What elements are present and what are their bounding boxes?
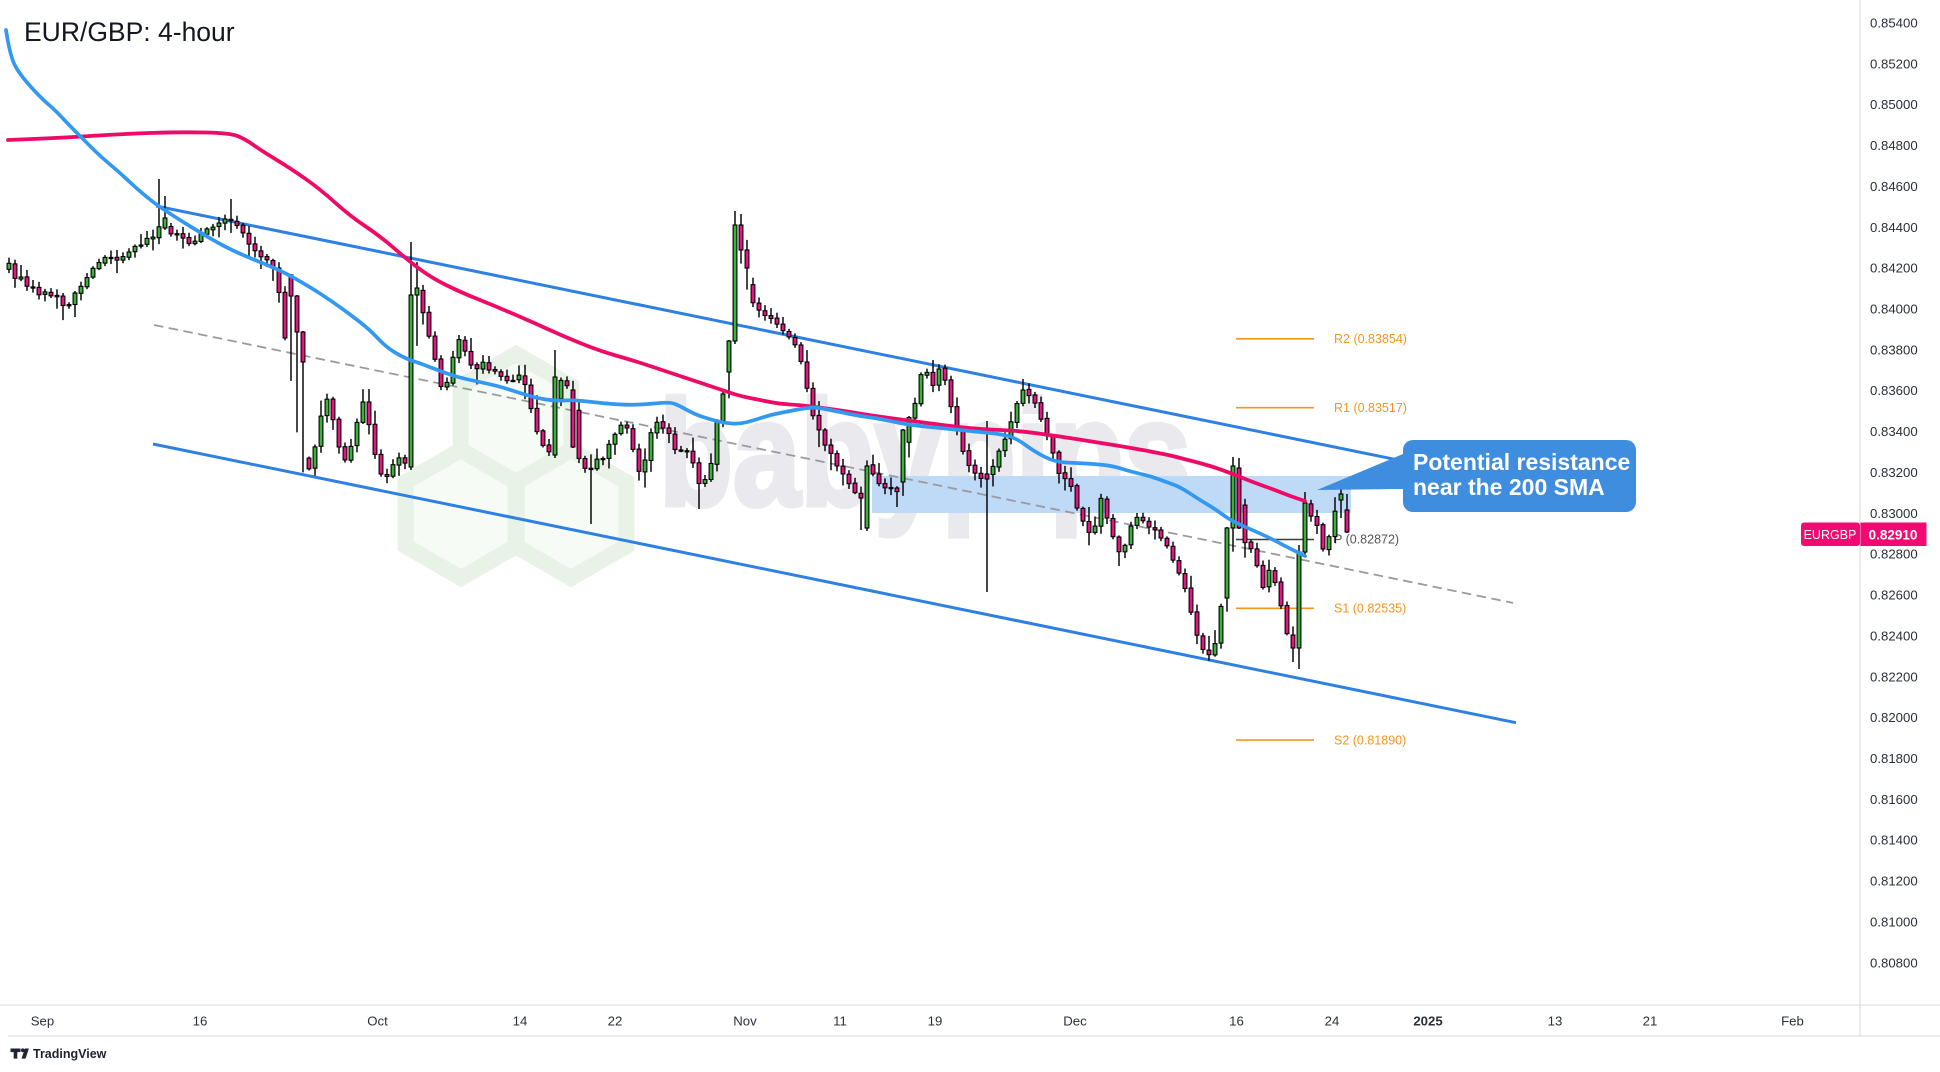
svg-text:0.85400: 0.85400 — [1870, 16, 1918, 31]
svg-text:0.81600: 0.81600 — [1870, 792, 1918, 807]
svg-text:0.82800: 0.82800 — [1870, 547, 1918, 562]
svg-text:Feb: Feb — [1781, 1014, 1804, 1029]
svg-text:16: 16 — [1229, 1014, 1244, 1029]
svg-text:0.83600: 0.83600 — [1870, 383, 1918, 398]
svg-text:0.82400: 0.82400 — [1870, 628, 1918, 643]
svg-text:0.81200: 0.81200 — [1870, 874, 1918, 889]
svg-text:0.81000: 0.81000 — [1870, 914, 1918, 929]
svg-text:Dec: Dec — [1063, 1014, 1087, 1029]
svg-text:21: 21 — [1643, 1014, 1658, 1029]
svg-text:near the 200 SMA: near the 200 SMA — [1413, 474, 1605, 500]
svg-text:P (0.82872): P (0.82872) — [1334, 533, 1399, 547]
svg-text:0.83200: 0.83200 — [1870, 465, 1918, 480]
svg-text:22: 22 — [608, 1014, 623, 1029]
svg-text:R2 (0.83854): R2 (0.83854) — [1334, 332, 1407, 346]
svg-text:0.82000: 0.82000 — [1870, 710, 1918, 725]
svg-text:Nov: Nov — [733, 1014, 757, 1029]
svg-text:0.80800: 0.80800 — [1870, 955, 1918, 970]
svg-text:0.85000: 0.85000 — [1870, 97, 1918, 112]
svg-text:0.84400: 0.84400 — [1870, 220, 1918, 235]
svg-text:0.81800: 0.81800 — [1870, 751, 1918, 766]
svg-text:16: 16 — [193, 1014, 208, 1029]
svg-text:0.83400: 0.83400 — [1870, 424, 1918, 439]
svg-text:EUR/GBP: 4-hour: EUR/GBP: 4-hour — [24, 17, 235, 47]
svg-text:0.84600: 0.84600 — [1870, 179, 1918, 194]
svg-text:13: 13 — [1548, 1014, 1563, 1029]
svg-text:0.84200: 0.84200 — [1870, 261, 1918, 276]
svg-text:0.83000: 0.83000 — [1870, 506, 1918, 521]
svg-text:24: 24 — [1325, 1014, 1340, 1029]
svg-text:EURGBP: EURGBP — [1804, 528, 1857, 542]
svg-text:0.82600: 0.82600 — [1870, 588, 1918, 603]
svg-text:0.84800: 0.84800 — [1870, 138, 1918, 153]
svg-text:TradingView: TradingView — [33, 1047, 107, 1061]
svg-text:2025: 2025 — [1413, 1014, 1442, 1029]
svg-text:0.84000: 0.84000 — [1870, 302, 1918, 317]
svg-text:0.85200: 0.85200 — [1870, 56, 1918, 71]
svg-text:Potential resistance: Potential resistance — [1413, 449, 1630, 475]
svg-text:Sep: Sep — [31, 1014, 54, 1029]
svg-text:Oct: Oct — [367, 1014, 388, 1029]
svg-text:19: 19 — [928, 1014, 943, 1029]
svg-text:S2 (0.81890): S2 (0.81890) — [1334, 733, 1406, 747]
svg-text:0.82910: 0.82910 — [1869, 528, 1918, 543]
svg-text:S1 (0.82535): S1 (0.82535) — [1334, 602, 1406, 616]
svg-text:0.82200: 0.82200 — [1870, 669, 1918, 684]
svg-text:R1 (0.83517): R1 (0.83517) — [1334, 401, 1407, 415]
svg-text:11: 11 — [833, 1014, 847, 1029]
svg-text:14: 14 — [513, 1014, 528, 1029]
svg-text:0.83800: 0.83800 — [1870, 342, 1918, 357]
svg-text:0.81400: 0.81400 — [1870, 833, 1918, 848]
